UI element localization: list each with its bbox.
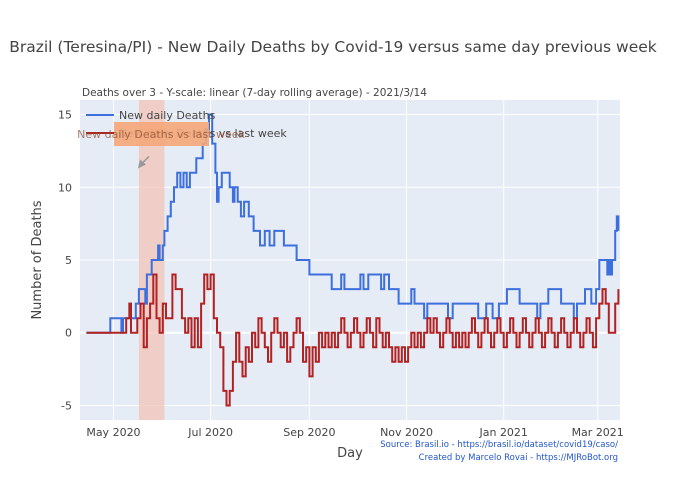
y-tick-label: -5 [61,399,72,412]
tick-labels: -5 0 5 10 15 May 2020 Jul 2020 Sep 2020 Nov 2020… [58,109,624,439]
annotation-arrowhead [137,159,146,169]
x-tick-label: May 2020 [86,426,140,439]
credit-note: Created by Marcelo Rovai - https://MJRoB… [419,453,618,463]
y-tick-label: 0 [65,327,72,340]
x-tick-label: Mar 2021 [572,426,624,439]
y-axis-label: Number of Deaths [30,200,45,319]
source-note: Source: Brasil.io - https://brasil.io/da… [380,440,618,450]
x-tick-label: Nov 2020 [380,426,433,439]
series-line-new-daily-deaths [86,113,620,334]
series-group [86,113,620,407]
series-line-vs-last-week [86,273,620,407]
annotation-group: New daily Deaths vs last week [77,122,246,169]
y-tick-label: 10 [58,181,72,194]
y-tick-label: 5 [65,254,72,267]
x-tick-label: Jan 2021 [478,426,527,439]
chart-subtitle: Deaths over 3 - Y-scale: linear (7-day r… [82,87,427,99]
x-axis-label: Day [337,446,363,461]
legend-label: New daily Deaths [119,109,216,122]
x-tick-label: Sep 2020 [283,426,335,439]
x-tick-label: Jul 2020 [187,426,233,439]
chart-title: Brazil (Teresina/PI) - New Daily Deaths … [9,38,657,56]
annotation-text: New daily Deaths vs last week [77,128,245,141]
annotation-box [114,122,209,146]
y-tick-label: 15 [58,109,72,122]
